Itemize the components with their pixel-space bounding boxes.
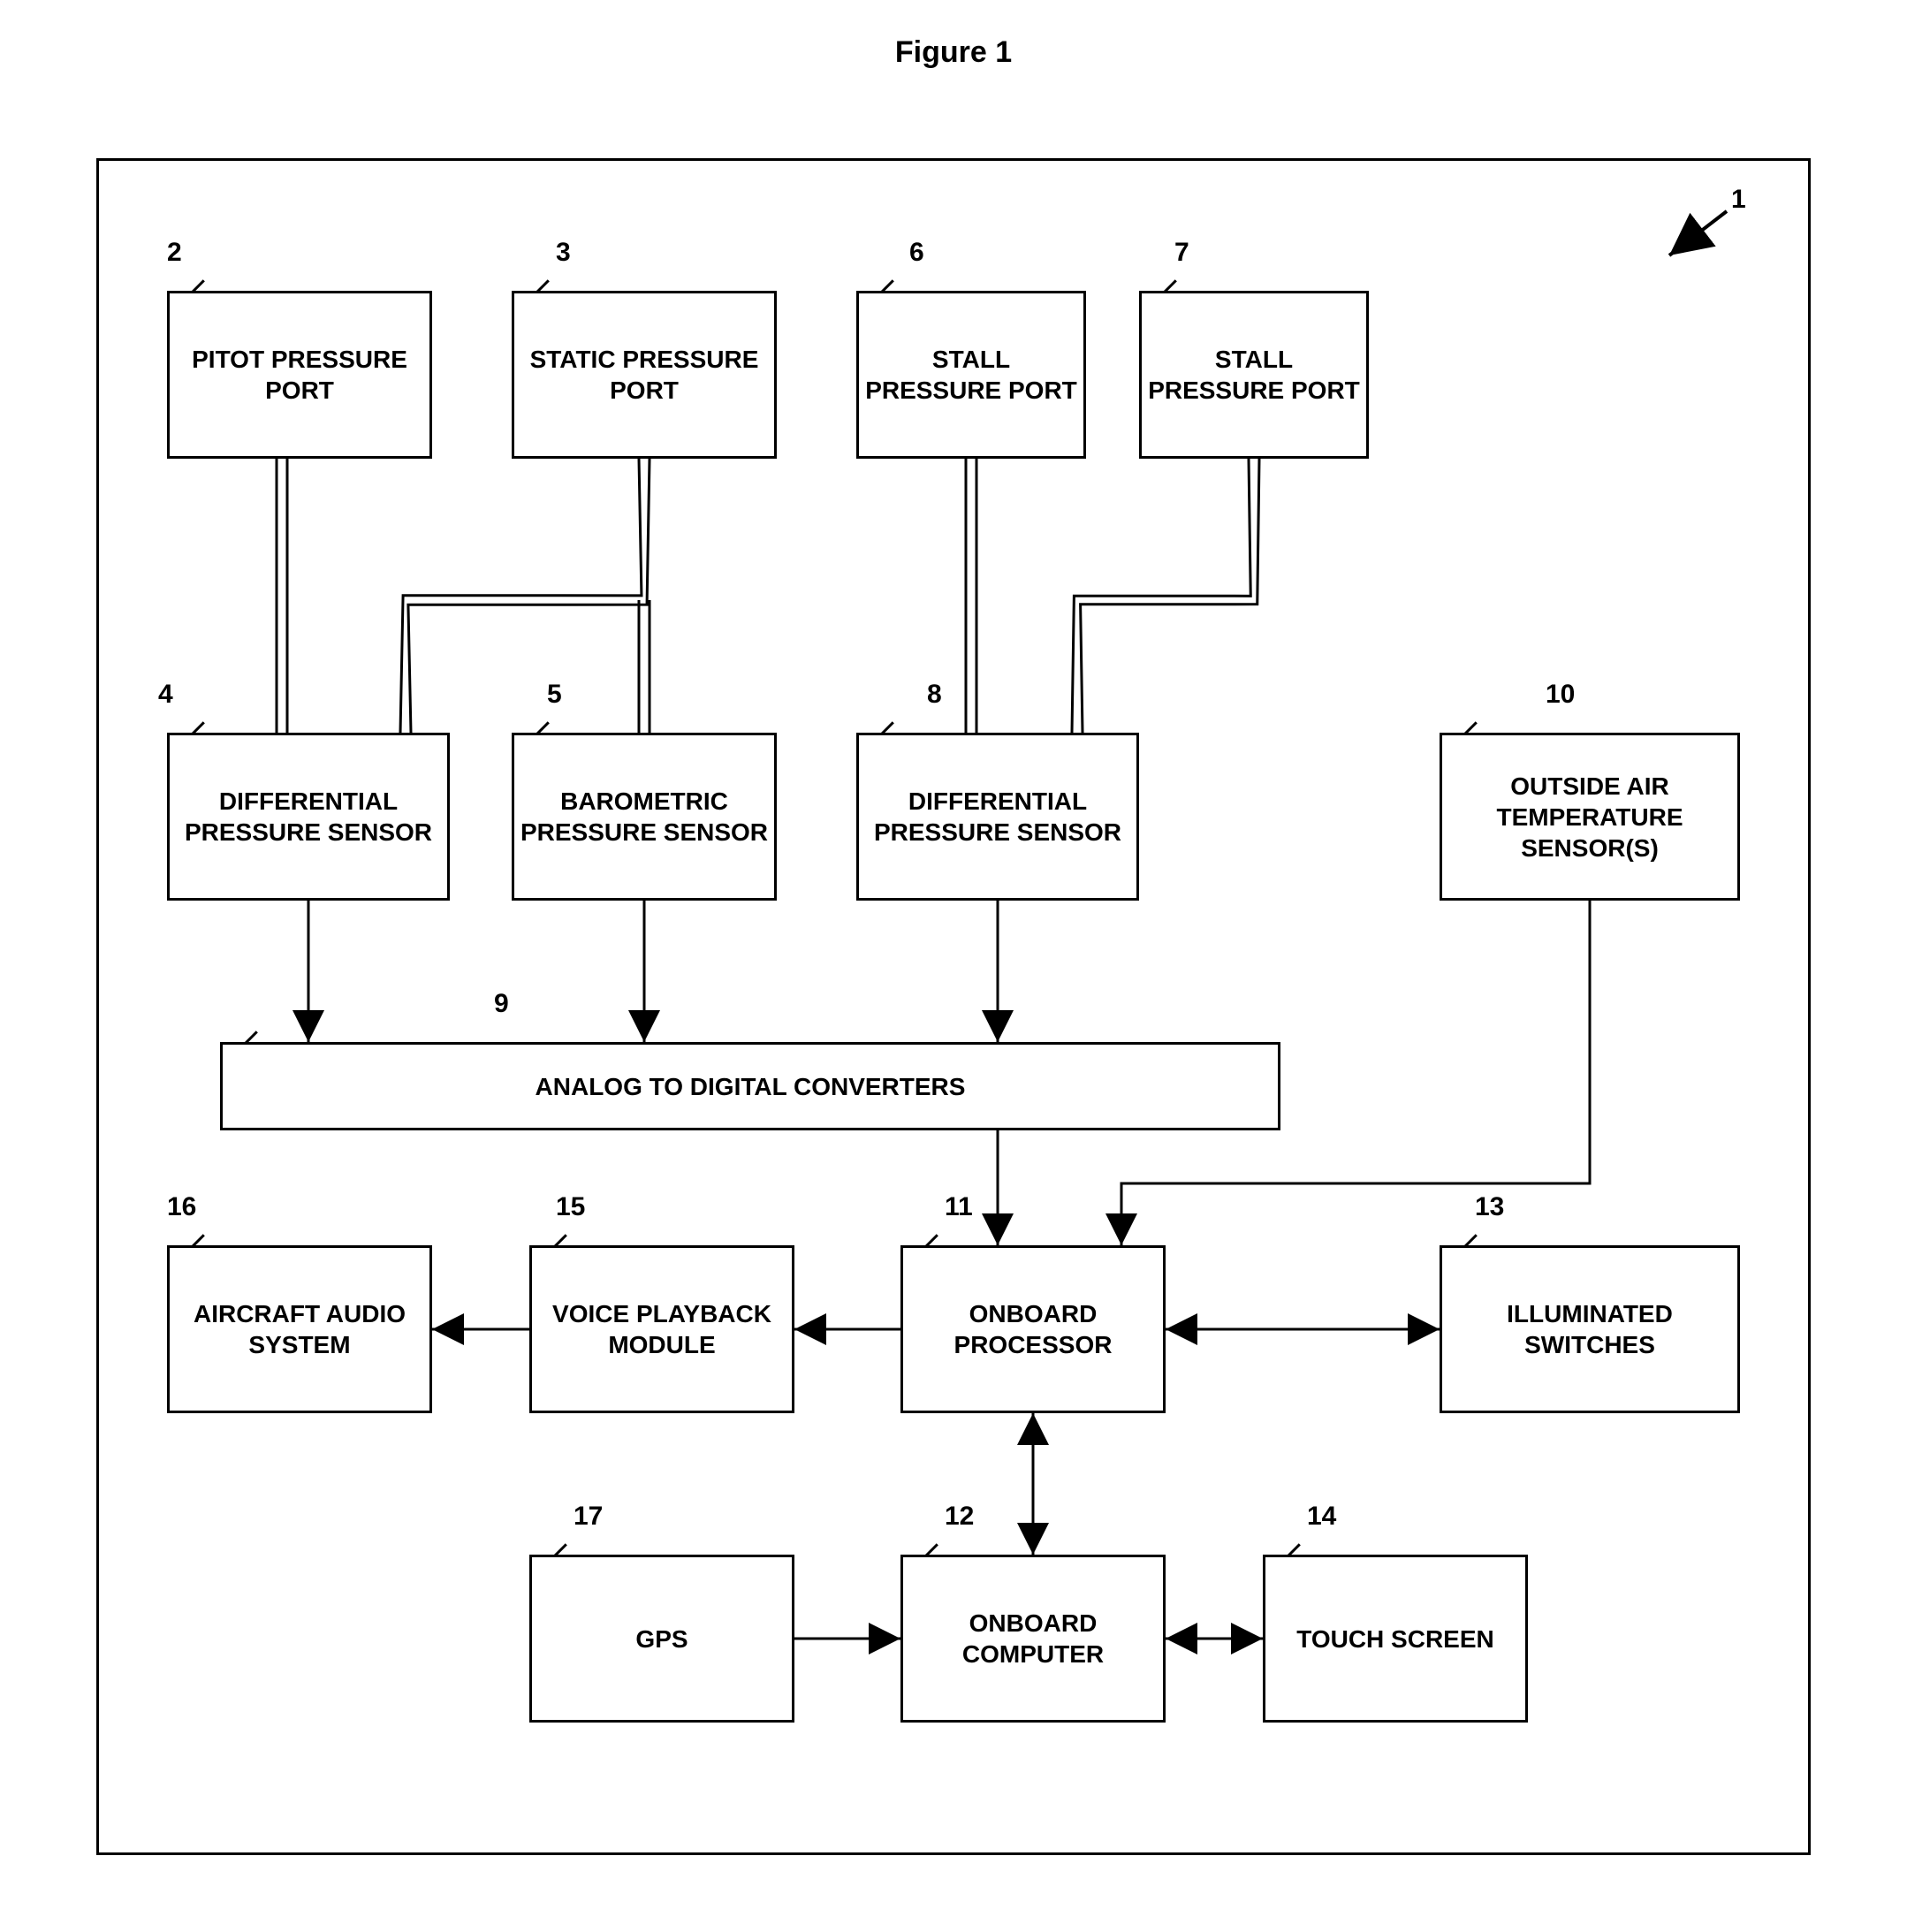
node-n5: BAROMETRIC PRESSURE SENSOR [512,733,777,901]
figure-ref-number: 1 [1731,185,1746,215]
node-label-text: STATIC PRESSURE PORT [520,344,769,406]
node-number-n8: 8 [927,680,942,710]
node-label-text: ILLUMINATED SWITCHES [1447,1298,1732,1360]
node-label-text: ONBOARD COMPUTER [908,1608,1158,1670]
node-label-text: VOICE PLAYBACK MODULE [537,1298,786,1360]
node-n7: STALL PRESSURE PORT [1139,291,1369,459]
node-number-n16: 16 [167,1192,196,1222]
node-number-n17: 17 [574,1502,603,1532]
node-number-n13: 13 [1475,1192,1504,1222]
node-label-text: PITOT PRESSURE PORT [175,344,424,406]
node-number-n2: 2 [167,238,182,268]
node-label-text: ANALOG TO DIGITAL CONVERTERS [536,1071,966,1102]
node-n6: STALL PRESSURE PORT [856,291,1086,459]
node-number-n11: 11 [945,1192,973,1222]
node-label-text: STALL PRESSURE PORT [1147,344,1361,406]
node-n16: AIRCRAFT AUDIO SYSTEM [167,1245,432,1413]
node-number-n15: 15 [556,1192,585,1222]
node-label-text: GPS [635,1624,688,1654]
node-n4: DIFFERENTIAL PRESSURE SENSOR [167,733,450,901]
node-number-n14: 14 [1307,1502,1336,1532]
node-n9: ANALOG TO DIGITAL CONVERTERS [220,1042,1280,1130]
node-label-text: STALL PRESSURE PORT [864,344,1078,406]
node-label-text: BAROMETRIC PRESSURE SENSOR [520,786,769,848]
node-label-text: AIRCRAFT AUDIO SYSTEM [175,1298,424,1360]
node-n3: STATIC PRESSURE PORT [512,291,777,459]
node-n2: PITOT PRESSURE PORT [167,291,432,459]
node-n17: GPS [529,1555,794,1723]
figure-title: Figure 1 [35,35,1872,70]
node-n13: ILLUMINATED SWITCHES [1440,1245,1740,1413]
node-number-n9: 9 [494,989,509,1019]
node-n10: OUTSIDE AIR TEMPERATURE SENSOR(S) [1440,733,1740,901]
node-n15: VOICE PLAYBACK MODULE [529,1245,794,1413]
node-number-n12: 12 [945,1502,974,1532]
node-number-n6: 6 [909,238,924,268]
node-number-n10: 10 [1546,680,1575,710]
node-label-text: DIFFERENTIAL PRESSURE SENSOR [864,786,1131,848]
node-n8: DIFFERENTIAL PRESSURE SENSOR [856,733,1139,901]
node-label-text: TOUCH SCREEN [1296,1624,1494,1654]
node-n11: ONBOARD PROCESSOR [900,1245,1166,1413]
node-label-text: ONBOARD PROCESSOR [908,1298,1158,1360]
diagram-container: PITOT PRESSURE PORT 2 STATIC PRESSURE PORT… [79,105,1828,1873]
node-number-n5: 5 [547,680,562,710]
node-number-n3: 3 [556,238,571,268]
node-n12: ONBOARD COMPUTER [900,1555,1166,1723]
node-number-n4: 4 [158,680,173,710]
node-number-n7: 7 [1174,238,1189,268]
node-n14: TOUCH SCREEN [1263,1555,1528,1723]
node-label-text: DIFFERENTIAL PRESSURE SENSOR [175,786,442,848]
node-label-text: OUTSIDE AIR TEMPERATURE SENSOR(S) [1447,771,1732,863]
